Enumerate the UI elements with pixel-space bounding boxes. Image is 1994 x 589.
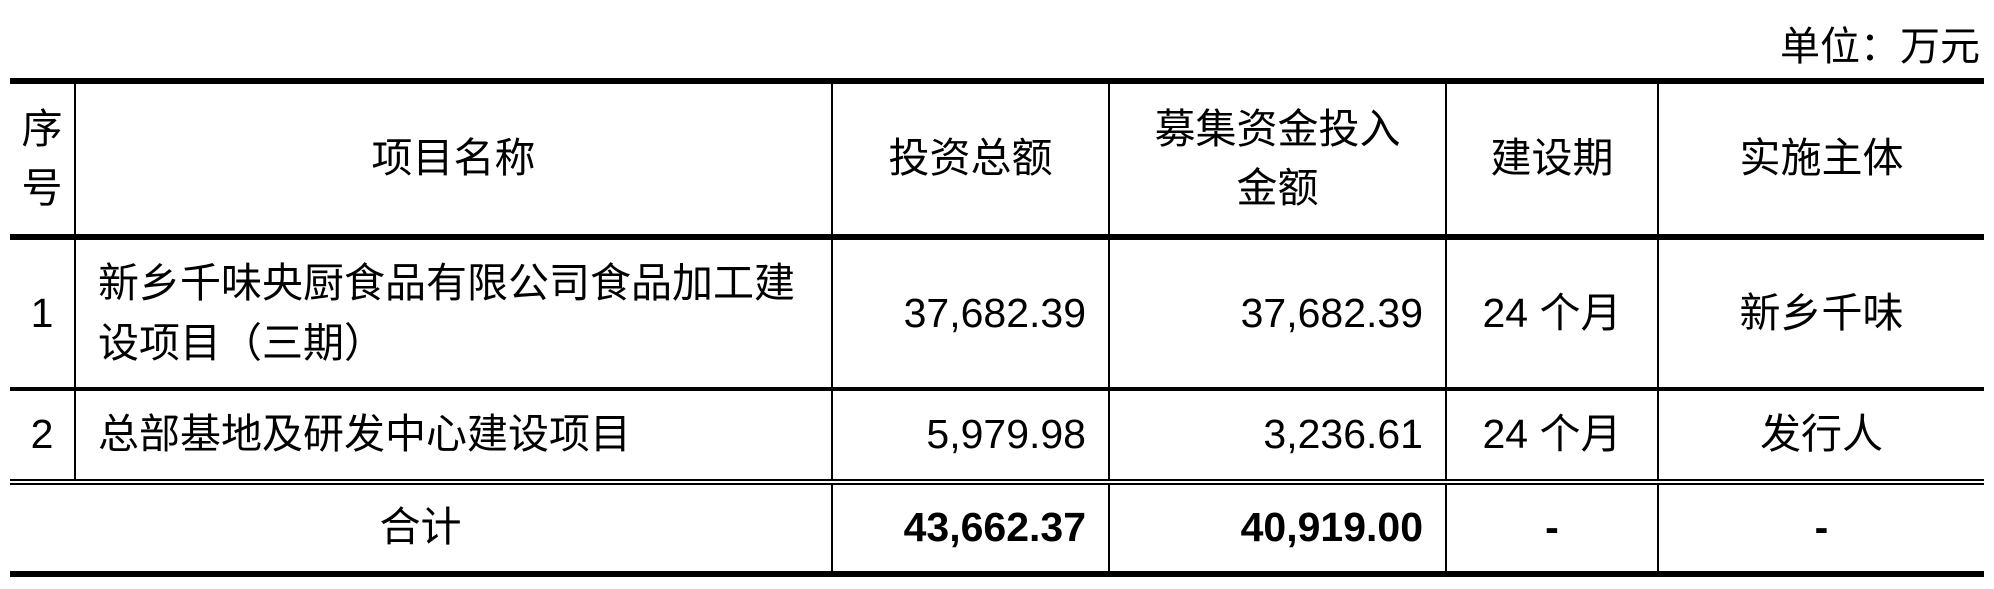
cell-total-investment: 5,979.98 [831, 389, 1110, 485]
cell-total-investment: 37,682.39 [831, 237, 1110, 391]
cell-entity: 发行人 [1657, 389, 1984, 485]
total-entity: - [1657, 482, 1984, 577]
cell-raised-funds: 3,236.61 [1108, 389, 1447, 485]
cell-period: 24 个月 [1445, 389, 1659, 485]
table-header-row: 序号 项目名称 投资总额 募集资金投入金额 建设期 实施主体 [10, 78, 1984, 240]
cell-period: 24 个月 [1445, 237, 1659, 391]
cell-seq: 2 [10, 389, 76, 485]
total-row: 合计 43,662.37 40,919.00 - - [10, 482, 1984, 577]
table-row: 1 新乡千味央厨食品有限公司食品加工建设项目（三期） 37,682.39 37,… [10, 237, 1984, 391]
fundraising-projects-table: 序号 项目名称 投资总额 募集资金投入金额 建设期 实施主体 1 新乡千味央厨食… [10, 78, 1984, 577]
cell-name: 新乡千味央厨食品有限公司食品加工建设项目（三期） [74, 237, 833, 391]
header-entity: 实施主体 [1657, 78, 1984, 240]
cell-seq: 1 [10, 237, 76, 391]
total-investment: 43,662.37 [831, 482, 1110, 577]
cell-entity: 新乡千味 [1657, 237, 1984, 391]
total-raised-funds: 40,919.00 [1108, 482, 1447, 577]
total-period: - [1445, 482, 1659, 577]
table-row: 2 总部基地及研发中心建设项目 5,979.98 3,236.61 24 个月 … [10, 389, 1984, 485]
header-name: 项目名称 [74, 78, 833, 240]
cell-raised-funds: 37,682.39 [1108, 237, 1447, 391]
header-raised-funds: 募集资金投入金额 [1108, 78, 1447, 240]
header-seq: 序号 [10, 78, 76, 240]
header-period: 建设期 [1445, 78, 1659, 240]
unit-label: 单位：万元 [1780, 25, 1980, 69]
total-label: 合计 [10, 482, 833, 577]
header-total-investment: 投资总额 [831, 78, 1110, 240]
cell-name: 总部基地及研发中心建设项目 [74, 389, 833, 485]
